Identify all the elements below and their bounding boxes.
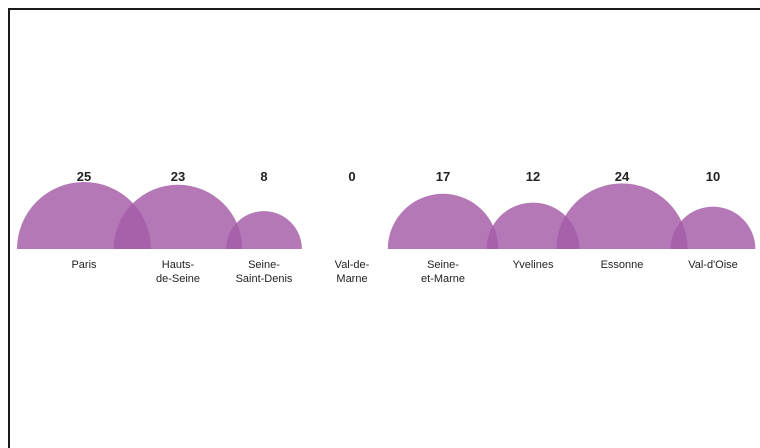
category-label-line: Marne (336, 273, 367, 285)
value-label-3: 0 (348, 169, 355, 184)
category-label-5: Yvelines (513, 259, 554, 271)
category-label-7: Val-d'Oise (688, 259, 738, 271)
value-label-0: 25 (77, 169, 91, 184)
category-label-6: Essonne (601, 259, 644, 271)
chart-frame (8, 8, 760, 448)
value-label-6: 24 (615, 169, 630, 184)
semicircle-chart: 25 Paris 23 Hauts-de-Seine 8 Seine- Saint-Deni… (17, 169, 756, 285)
category-label-line: Val-de- (335, 259, 370, 271)
semicircle-mark-2 (226, 211, 302, 249)
category-label-0: Paris (71, 259, 97, 271)
semicircle-mark-1 (113, 184, 243, 249)
category-label-line: Hauts- (162, 259, 195, 271)
category-label-line: et-Marne (421, 273, 465, 285)
category-label-line: Val-d'Oise (688, 259, 738, 271)
value-label-2: 8 (260, 169, 267, 184)
category-label-3: Val-de- Marne (335, 259, 370, 285)
semicircle-mark-4 (387, 193, 499, 249)
category-label-line: Seine- (427, 259, 459, 271)
semicircle-mark-7 (670, 206, 756, 249)
category-label-1: Hauts-de-Seine (156, 259, 200, 285)
category-label-line: Yvelines (513, 259, 554, 271)
category-label-line: de-Seine (156, 273, 200, 285)
semicircle-mark-6 (556, 183, 688, 249)
value-label-5: 12 (526, 169, 540, 184)
value-label-4: 17 (436, 169, 450, 184)
category-label-4: Seine-et-Marne (421, 259, 465, 285)
category-label-line: Saint-Denis (236, 273, 293, 285)
category-label-line: Seine- (248, 259, 280, 271)
category-label-line: Paris (71, 259, 97, 271)
category-label-line: Essonne (601, 259, 644, 271)
value-label-7: 10 (706, 169, 720, 184)
category-label-2: Seine- Saint-Denis (236, 259, 293, 285)
semicircle-mark-5 (486, 202, 580, 249)
value-label-1: 23 (171, 169, 185, 184)
